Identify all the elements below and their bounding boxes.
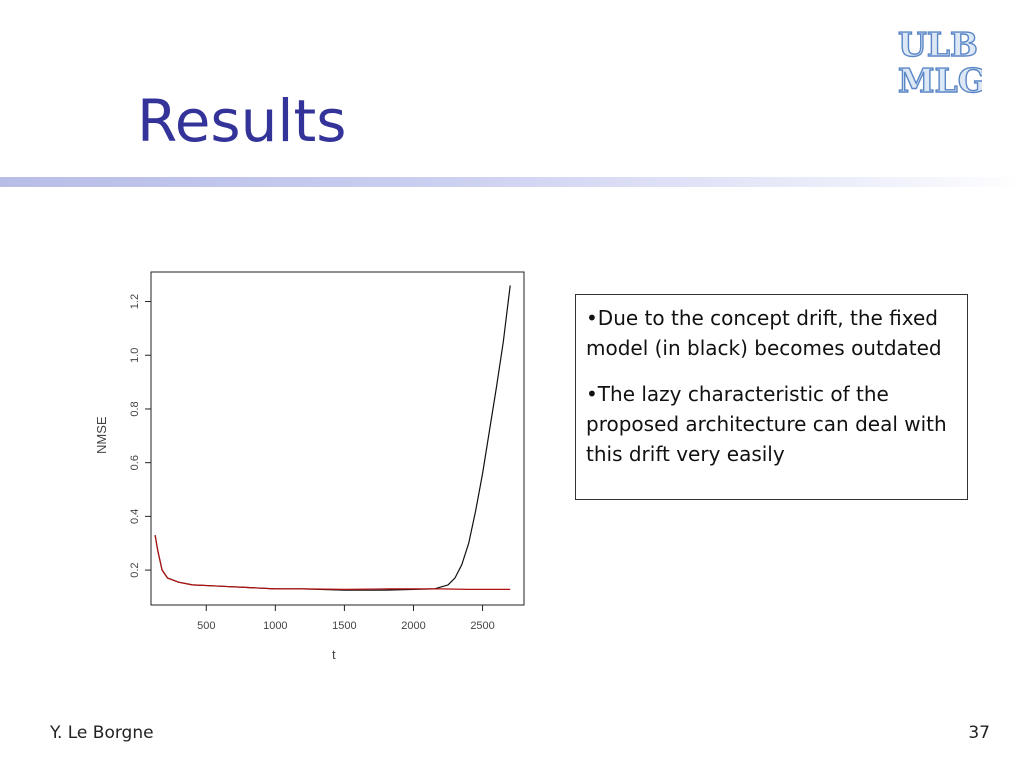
y-tick-label: 0.8 [129,401,141,416]
x-tick-label: 1500 [332,620,356,632]
x-tick-label: 2000 [401,620,425,632]
y-tick-label: 1.2 [129,294,141,309]
title-divider [0,177,1024,187]
plot-frame [150,271,525,606]
y-axis-label: NMSE [94,416,109,454]
x-axis: 500 1000 1500 2000 2500 [197,605,495,632]
bullet-concept-drift: •Due to the concept drift, the fixed mod… [586,306,942,360]
explanation-box: •Due to the concept drift, the fixed mod… [575,294,968,500]
logo-line-mlg: MLG [898,61,982,98]
series-layer [154,285,511,591]
y-tick-label: 1.0 [129,348,141,363]
x-axis-label: t [332,647,336,662]
y-tick-label: 0.4 [129,509,141,524]
series-line-red [154,535,511,590]
ulb-mlg-logo: ULB MLG [897,26,982,98]
footer-author: Y. Le Borgne [50,723,154,743]
x-tick-label: 2500 [470,620,494,632]
x-tick-label: 500 [197,620,215,632]
y-tick-label: 0.2 [129,562,141,577]
nmse-line-chart: 500 1000 1500 2000 2500 0.2 0.4 0.6 0.8 1.0 1.2 t… [94,271,525,662]
x-tick-label: 1000 [263,620,287,632]
series-line-black [154,285,511,591]
y-tick-label: 0.6 [129,455,141,470]
footer-page-number: 37 [968,723,990,743]
y-axis: 0.2 0.4 0.6 0.8 1.0 1.2 [129,294,151,578]
slide-title: Results [137,87,347,155]
bullet-lazy-architecture: •The lazy characteristic of the proposed… [586,382,947,466]
logo-line-ulb: ULB [898,26,978,64]
